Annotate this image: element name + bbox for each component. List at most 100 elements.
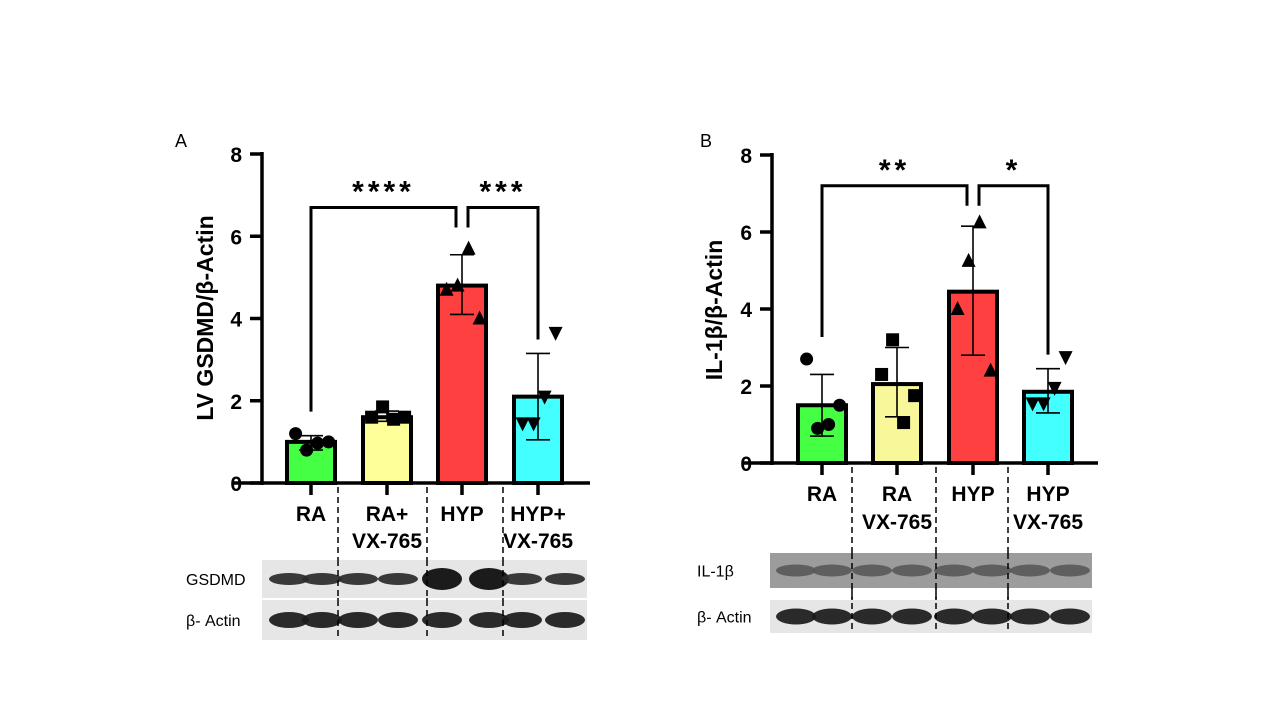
y-tick-label: 2 <box>230 391 242 414</box>
blot-row-label: IL-1β <box>697 564 734 581</box>
significance-bracket <box>977 184 1050 355</box>
data-point <box>961 252 976 267</box>
blot-band <box>812 564 852 577</box>
blot-band <box>269 573 309 585</box>
blot-band <box>934 564 974 577</box>
data-point <box>833 398 847 412</box>
data-point <box>972 214 987 229</box>
blot-band <box>502 612 542 628</box>
y-tick-label: 6 <box>230 226 242 249</box>
blot-band <box>1010 564 1050 577</box>
blot-band <box>934 608 974 625</box>
significance-label: *** <box>479 175 526 208</box>
blot-row-label: β- Actin <box>697 610 752 627</box>
significance-label: * <box>1006 154 1022 187</box>
blot-band <box>1050 608 1090 625</box>
data-point <box>322 435 336 449</box>
significance-label: ** <box>879 154 910 187</box>
blot-band <box>338 612 378 628</box>
blot-band <box>502 573 542 585</box>
panel-label: A <box>175 131 187 151</box>
y-tick-label: 0 <box>740 453 752 476</box>
blot-band <box>378 573 418 585</box>
blot-band <box>269 612 309 628</box>
chart-panel-B: B IL-1β/β-Actin 0 2 4 6 8 RA RA VX-765 HYP HYP VX-76… <box>697 131 1098 633</box>
data-point <box>450 277 465 292</box>
data-point <box>526 417 541 432</box>
data-point <box>472 310 487 325</box>
x-tick-label: HYP+ <box>510 503 565 526</box>
y-tick-label: 0 <box>230 473 242 496</box>
blot-band <box>1010 608 1050 625</box>
blot-band <box>892 564 932 577</box>
blot-band <box>852 564 892 577</box>
data-point <box>950 301 965 315</box>
significance-bracket <box>820 184 969 338</box>
blot-band <box>302 612 342 628</box>
data-point <box>875 367 889 381</box>
blot-band <box>776 564 816 577</box>
data-point <box>461 240 476 255</box>
data-point <box>983 362 998 377</box>
blot-band <box>378 612 418 628</box>
bar-1 <box>361 415 413 486</box>
blot-band <box>892 608 932 625</box>
data-point <box>908 389 922 403</box>
y-tick-label: 8 <box>740 145 752 168</box>
data-point <box>398 410 412 424</box>
data-point <box>1025 397 1040 412</box>
data-point <box>811 421 825 435</box>
x-tick-label: VX-765 <box>503 530 573 553</box>
y-tick-label: 4 <box>230 309 242 332</box>
data-point <box>515 417 530 432</box>
significance-label: **** <box>352 175 415 208</box>
data-point <box>376 400 390 414</box>
x-tick-label: HYP <box>1026 483 1069 506</box>
blot-band <box>852 608 892 625</box>
x-tick-label: RA <box>296 503 326 526</box>
y-tick-label: 4 <box>740 299 752 322</box>
data-point <box>289 427 303 441</box>
y-tick-label: 6 <box>740 222 752 245</box>
data-point <box>365 410 379 424</box>
blot-band <box>302 573 342 585</box>
y-tick-label: 8 <box>230 144 242 167</box>
blot-band <box>545 612 585 628</box>
data-point <box>800 352 814 366</box>
x-tick-label: RA+ <box>366 503 409 526</box>
significance-bracket <box>309 205 458 412</box>
x-tick-label: VX-765 <box>352 530 422 553</box>
x-tick-label: VX-765 <box>862 511 932 534</box>
blot-band <box>545 573 585 585</box>
data-point <box>897 416 911 430</box>
blot-row-label: GSDMD <box>186 572 246 589</box>
data-point <box>822 418 836 431</box>
x-tick-label: HYP <box>951 483 994 506</box>
data-point <box>537 390 552 405</box>
blot-row-label: β- Actin <box>186 613 241 630</box>
blot-band <box>422 612 462 628</box>
blot-band <box>776 608 816 625</box>
y-axis-label: IL-1β/β-Actin <box>701 240 727 381</box>
x-tick-label: HYP <box>440 503 483 526</box>
data-point <box>439 281 454 296</box>
blot-band <box>469 612 509 628</box>
data-point <box>1058 351 1073 366</box>
x-tick-label: VX-765 <box>1013 511 1083 534</box>
y-tick-label: 2 <box>740 376 752 399</box>
data-point <box>548 326 563 341</box>
blot-band <box>972 608 1012 625</box>
x-tick-label: RA <box>882 483 912 506</box>
blot-band <box>812 608 852 625</box>
data-point <box>886 333 900 347</box>
y-axis-label: LV GSDMD/β-Actin <box>192 215 218 420</box>
blot-band <box>1050 564 1090 577</box>
blot-band <box>338 573 378 585</box>
data-point <box>387 412 401 426</box>
data-point <box>1047 381 1062 396</box>
data-point <box>311 436 325 450</box>
blot-band <box>422 568 462 590</box>
blot-band <box>972 564 1012 577</box>
blot-band <box>469 568 509 590</box>
chart-panel-A: A LV GSDMD/β-Actin 0 2 4 6 8 RA RA+ VX-765 HYP HYP+… <box>175 131 590 640</box>
